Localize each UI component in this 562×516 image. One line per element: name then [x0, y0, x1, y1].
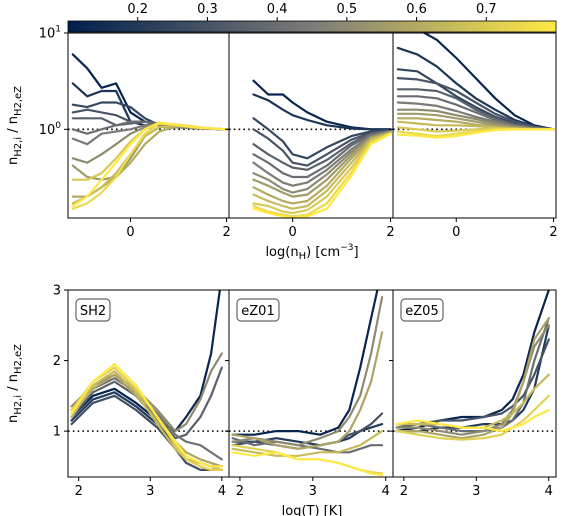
bottom-row-panels: 2 3 4 1 2 3 SH2 2 3 4 eZ01 2 3 4 eZ05 — [53, 284, 557, 499]
y-tick-label: 1 — [53, 425, 61, 440]
series-line — [252, 131, 392, 198]
series-line — [252, 128, 392, 167]
y-tick-label: 2 — [53, 354, 61, 369]
series-line — [252, 129, 392, 179]
x-tick-label: 2 — [75, 484, 83, 499]
series-line — [231, 451, 384, 476]
x-axis-label: log(T) [K] — [282, 504, 343, 516]
y-axis-label: nH2,i / nH2,eZ — [6, 86, 24, 165]
series-line — [395, 373, 550, 429]
panel-tag-box — [236, 298, 280, 322]
series-line — [70, 352, 223, 433]
panel-bottom-2: 2 3 4 eZ01 — [225, 289, 394, 499]
series-line — [395, 324, 550, 433]
colorbar-ticks: 0.2 0.3 0.4 0.5 0.6 0.7 — [127, 2, 497, 21]
x-tick-label: 3 — [309, 484, 317, 499]
x-tick-label: 0 — [452, 225, 460, 240]
x-tick-label: 3 — [146, 484, 154, 499]
panel-tag: eZ05 — [405, 304, 438, 319]
x-tick-label: 0 — [289, 225, 297, 240]
panel-bottom-3: 2 3 4 eZ05 — [389, 289, 557, 499]
series-line — [395, 408, 550, 433]
panel-tag-box — [400, 298, 444, 322]
x-tick-label: 2 — [386, 225, 394, 240]
x-tick-label: 2 — [400, 484, 408, 499]
series-line — [395, 338, 550, 429]
series-group — [229, 290, 393, 476]
series-line — [395, 317, 550, 440]
colorbar — [67, 20, 557, 33]
series-line — [252, 132, 392, 215]
series-line — [231, 331, 384, 450]
panel-tag: eZ01 — [241, 304, 274, 319]
x-tick-label: 0 — [126, 225, 134, 240]
x-tick-label: 2 — [236, 484, 244, 499]
series-group — [68, 53, 229, 210]
panel-bottom-1: 2 3 4 1 2 3 SH2 — [53, 284, 230, 499]
panel-tag: SH2 — [80, 304, 106, 319]
series-line — [70, 373, 223, 468]
series-line — [231, 290, 379, 436]
panel-tag-box — [75, 298, 111, 322]
colorbar-tick-label: 0.6 — [406, 2, 427, 17]
series-line — [252, 131, 392, 205]
panel-frame — [228, 32, 394, 219]
series-line — [231, 296, 384, 447]
x-axis-label: log(nH) [cm−3] — [265, 243, 358, 262]
colorbar-tick-label: 0.2 — [127, 2, 148, 17]
panel-top-1: 0 2 100 101 — [39, 25, 231, 241]
series-line — [396, 128, 555, 139]
x-tick-label: 4 — [382, 484, 390, 499]
series-group — [393, 33, 556, 139]
panel-frame — [392, 289, 557, 478]
series-line — [70, 370, 223, 471]
colorbar-tick-label: 0.4 — [267, 2, 288, 17]
colorbar-tick-label: 0.7 — [476, 2, 497, 17]
series-line — [70, 377, 223, 461]
x-tick-label: 4 — [218, 484, 226, 499]
x-tick-label: 3 — [472, 484, 480, 499]
y-tick-label: 100 — [39, 121, 62, 138]
series-line — [252, 130, 392, 194]
series-line — [252, 131, 392, 210]
y-tick-label: 3 — [53, 284, 61, 299]
x-tick-label: 2 — [222, 225, 230, 240]
series-group — [229, 79, 393, 218]
series-line — [70, 363, 223, 468]
series-line — [252, 132, 392, 218]
y-tick-label: 101 — [39, 25, 61, 42]
series-line — [422, 33, 555, 131]
series-line — [252, 117, 392, 160]
series-group — [68, 290, 229, 471]
series-line — [71, 121, 228, 208]
series-line — [252, 129, 392, 171]
x-tick-label: 4 — [545, 484, 553, 499]
series-group — [393, 290, 556, 441]
series-line — [252, 130, 392, 187]
x-tick-label: 2 — [549, 225, 557, 240]
series-line — [396, 77, 555, 131]
colorbar-tick-label: 0.5 — [337, 2, 358, 17]
series-line — [252, 93, 392, 131]
series-line — [71, 122, 228, 210]
series-line — [231, 437, 384, 454]
panel-frame — [392, 32, 557, 219]
y-axis-label: nH2,i / nH2,eZ — [6, 344, 24, 423]
colorbar-tick-label: 0.3 — [197, 2, 218, 17]
series-line — [395, 394, 550, 441]
